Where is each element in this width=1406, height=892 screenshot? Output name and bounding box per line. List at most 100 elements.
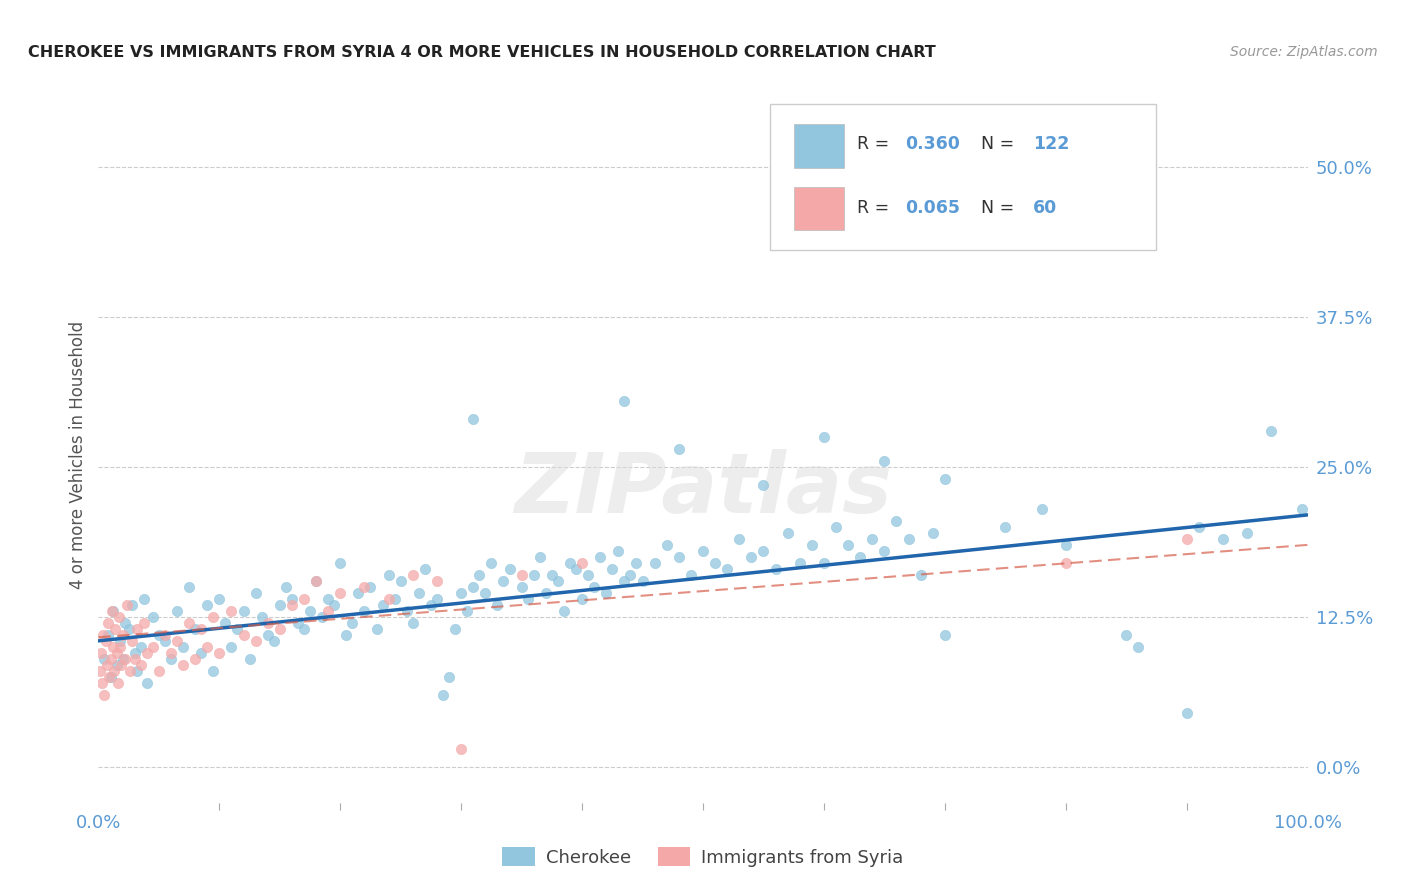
Point: [886, 514, 908, 528]
Point: [172, 657, 194, 672]
Point: [208, 591, 231, 606]
Point: [481, 556, 503, 570]
Point: [740, 549, 762, 564]
Point: [800, 538, 823, 552]
Point: [463, 412, 485, 426]
Point: [184, 652, 207, 666]
Point: [135, 676, 157, 690]
Point: [360, 580, 382, 594]
Point: [1175, 706, 1198, 720]
Point: [426, 591, 449, 606]
Point: [426, 574, 449, 588]
Point: [305, 574, 328, 588]
Point: [142, 610, 165, 624]
Point: [172, 640, 194, 654]
Point: [420, 598, 443, 612]
Text: 0.360: 0.360: [905, 135, 960, 153]
FancyBboxPatch shape: [793, 124, 845, 168]
Point: [728, 532, 751, 546]
Point: [619, 567, 641, 582]
Point: [269, 622, 291, 636]
Point: [281, 598, 304, 612]
Point: [111, 628, 134, 642]
Point: [129, 657, 152, 672]
Point: [450, 741, 472, 756]
Point: [281, 591, 304, 606]
Point: [486, 598, 509, 612]
Point: [105, 646, 128, 660]
Point: [287, 615, 309, 630]
Point: [232, 604, 254, 618]
Point: [121, 633, 143, 648]
Point: [371, 598, 394, 612]
Point: [668, 549, 690, 564]
Point: [776, 525, 799, 540]
Point: [510, 567, 533, 582]
Point: [534, 586, 557, 600]
Point: [107, 676, 129, 690]
Point: [655, 538, 678, 552]
Point: [957, 166, 980, 180]
Point: [558, 556, 581, 570]
Point: [825, 520, 848, 534]
Point: [118, 664, 141, 678]
Point: [1128, 640, 1150, 654]
Point: [160, 646, 183, 660]
Point: [166, 633, 188, 648]
Point: [190, 646, 212, 660]
Point: [269, 598, 291, 612]
Point: [100, 670, 122, 684]
Point: [142, 640, 165, 654]
Point: [692, 544, 714, 558]
Point: [1115, 628, 1137, 642]
Point: [256, 615, 278, 630]
Point: [121, 598, 143, 612]
Point: [93, 688, 115, 702]
Point: [752, 544, 775, 558]
Point: [250, 610, 273, 624]
Point: [849, 549, 872, 564]
Point: [221, 604, 243, 618]
Point: [498, 562, 520, 576]
Point: [153, 633, 176, 648]
Point: [108, 640, 131, 654]
Point: [565, 562, 588, 576]
Point: [101, 604, 124, 618]
Point: [444, 622, 467, 636]
Point: [239, 652, 262, 666]
Point: [316, 591, 339, 606]
Point: [292, 622, 315, 636]
Point: [342, 615, 364, 630]
Point: [110, 657, 132, 672]
Point: [516, 591, 538, 606]
Point: [117, 598, 139, 612]
Point: [463, 580, 485, 594]
Point: [540, 567, 562, 582]
Point: [134, 591, 156, 606]
Point: [166, 604, 188, 618]
Point: [813, 556, 835, 570]
Point: [873, 544, 896, 558]
Point: [510, 580, 533, 594]
Legend: Cherokee, Immigrants from Syria: Cherokee, Immigrants from Syria: [495, 840, 911, 874]
Point: [1031, 502, 1053, 516]
Point: [160, 652, 183, 666]
Point: [602, 562, 624, 576]
Point: [1236, 525, 1258, 540]
Point: [101, 640, 124, 654]
Point: [837, 538, 859, 552]
Point: [1260, 424, 1282, 438]
Point: [195, 640, 218, 654]
Point: [256, 628, 278, 642]
Point: [134, 615, 156, 630]
FancyBboxPatch shape: [769, 103, 1157, 250]
Point: [450, 586, 472, 600]
Point: [644, 556, 666, 570]
Point: [1054, 556, 1077, 570]
Point: [103, 664, 125, 678]
Point: [910, 567, 932, 582]
Point: [98, 670, 121, 684]
Point: [148, 664, 170, 678]
Point: [994, 520, 1017, 534]
Point: [108, 633, 131, 648]
